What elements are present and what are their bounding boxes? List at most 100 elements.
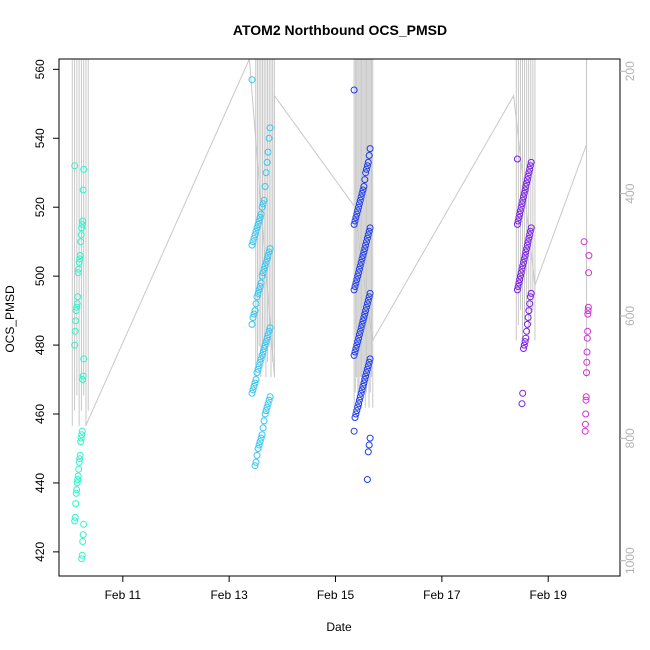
data-point [256,438,264,446]
data-point [362,241,370,249]
data-point [350,220,358,228]
data-point [517,269,525,277]
data-point [363,234,371,242]
data-point [356,393,364,401]
data-point [252,300,260,308]
data-point [261,262,269,270]
data-point [76,252,84,259]
y-axis-right: 200 400 600 800 1000 [620,61,637,574]
data-point [361,176,369,184]
data-point [513,155,521,163]
data-point [363,369,370,377]
data-point [363,365,371,373]
data-point [75,258,83,266]
x-tick-label: Feb 19 [530,588,568,602]
y2-tick-label: 400 [623,183,637,203]
data-point [72,307,80,315]
data-point [361,376,369,383]
data-point [523,245,531,253]
data-point [526,165,534,173]
plot-frame [58,58,621,577]
data-point [526,231,534,239]
data-point [257,279,265,287]
data-point [79,372,87,380]
data-point [76,255,84,263]
data-point [356,196,364,204]
data-point [521,186,529,194]
x-tick-label: Feb 11 [105,588,142,602]
y2-tick-label: 600 [623,306,637,326]
data-point [250,234,258,242]
data-point [261,410,269,418]
data-point [254,365,262,373]
data-point [257,355,265,363]
data-point [264,331,272,339]
data-point [520,345,527,352]
data-point [521,338,529,346]
data-point [266,324,274,332]
data-point [358,386,366,394]
data-point [263,403,271,411]
data-point [77,231,85,239]
depth-line [71,58,587,427]
data-point [518,265,526,273]
data-point [75,458,83,466]
data-point [526,293,534,301]
data-point [581,427,589,435]
data-point [78,551,86,559]
data-point [254,289,262,297]
data-point [358,189,366,197]
data-point [365,152,373,159]
data-point [261,341,269,349]
data-point [362,169,370,177]
y2-tick-label: 200 [623,61,637,81]
y-tick-label: 520 [33,197,47,217]
y-tick-label: 440 [33,473,47,493]
data-point [363,303,370,311]
data-point [262,338,270,346]
data-point [359,382,367,390]
chart-title: ATOM2 Northbound OCS_PMSD [233,22,447,38]
data-point [355,334,363,342]
data-point [260,345,268,352]
data-point [254,445,262,452]
data-point [72,489,80,497]
data-point [252,458,260,466]
data-point [360,183,368,190]
data-point [74,476,82,483]
data-point [520,341,528,349]
y-tick-label: 560 [33,59,47,79]
data-point [71,517,79,525]
data-point [360,314,368,321]
data-point [350,286,358,294]
data-point [514,283,522,290]
data-point [264,148,272,156]
data-point [520,193,527,201]
depth-transit-line [85,58,587,427]
data-point [523,241,531,249]
data-point [79,217,87,225]
data-point [72,500,80,508]
data-point [355,396,363,404]
data-point [354,272,362,280]
data-point [259,269,267,277]
data-point [259,200,267,208]
data-point [526,227,534,235]
data-point [75,265,83,273]
data-point [351,348,359,356]
data-point [524,172,532,180]
data-point [522,334,530,342]
data-point [251,307,259,315]
data-point [260,196,268,204]
data-point [73,479,81,487]
data-point [582,393,590,401]
data-point [262,407,270,415]
data-point [265,396,273,404]
data-point [77,238,85,246]
data-point [584,307,592,315]
y-tick-label: 500 [33,266,47,286]
data-point [364,448,372,456]
data-point [260,265,268,273]
data-point [520,258,527,266]
